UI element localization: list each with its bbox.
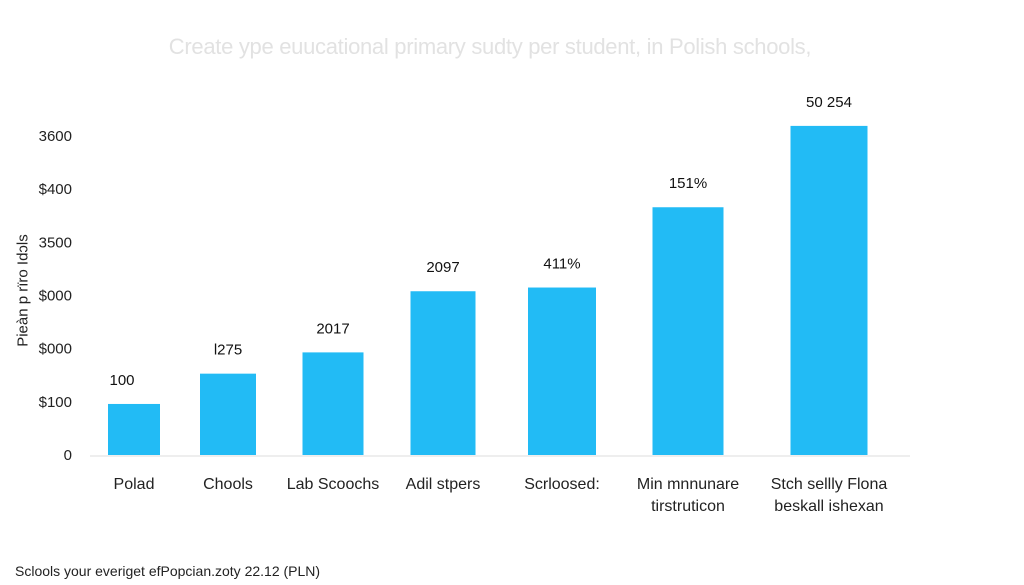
y-tick-label: $100: [39, 394, 72, 411]
x-category-label-line: Scrloosed:: [524, 476, 600, 493]
data-label: 151%: [669, 175, 707, 192]
x-category-label: Polad: [114, 474, 155, 496]
x-category-label-line: Chools: [203, 476, 253, 493]
y-tick-label: $400: [39, 181, 72, 198]
data-label: 411%: [543, 256, 580, 273]
chart-title: Create ype euucational primary sudty per…: [168, 34, 812, 59]
y-tick-label: 3600: [39, 128, 72, 145]
y-tick-label: $000: [39, 288, 72, 305]
bar: [108, 403, 160, 455]
data-label: 100: [109, 372, 134, 389]
x-category-label-line: Min mnnunare: [636, 476, 740, 493]
y-tick-label: 3500: [39, 234, 72, 251]
bar: [528, 287, 596, 455]
x-category-label: Min mnnunare tirstruticon: [637, 474, 739, 518]
y-tick-label: 0: [64, 447, 72, 464]
x-category-label-line: Lab Scoochs: [286, 476, 380, 493]
x-category-label: Chools: [203, 474, 253, 496]
x-category-label: Scrloosed:: [524, 474, 600, 496]
x-category-label-line: Adil stpers: [405, 476, 481, 493]
bar: [790, 125, 868, 456]
x-category-label-line: Stch sellly Flona: [770, 476, 888, 493]
data-label: 2017: [316, 320, 349, 337]
x-category-label-line: beskall ishexan: [774, 498, 884, 515]
bar: [302, 352, 364, 455]
data-label: l275: [214, 342, 242, 359]
chart-footer-note: Sclools your everiget efPopcian.zoty 22.…: [15, 563, 321, 579]
bar: [652, 207, 724, 455]
x-category-label-line: tirstruticon: [651, 498, 725, 515]
data-label: 50 254: [806, 94, 852, 111]
y-tick-label: $000: [39, 341, 72, 358]
bar: [410, 291, 476, 455]
bar: [200, 373, 256, 455]
x-category-label: Adil stpers: [406, 474, 481, 496]
x-category-label: Lab Scoochs: [287, 474, 380, 496]
data-label: 2097: [426, 259, 459, 276]
x-category-label: Stch sellly Flona beskall ishexan: [771, 474, 888, 518]
x-category-label-line: Polad: [113, 476, 155, 493]
